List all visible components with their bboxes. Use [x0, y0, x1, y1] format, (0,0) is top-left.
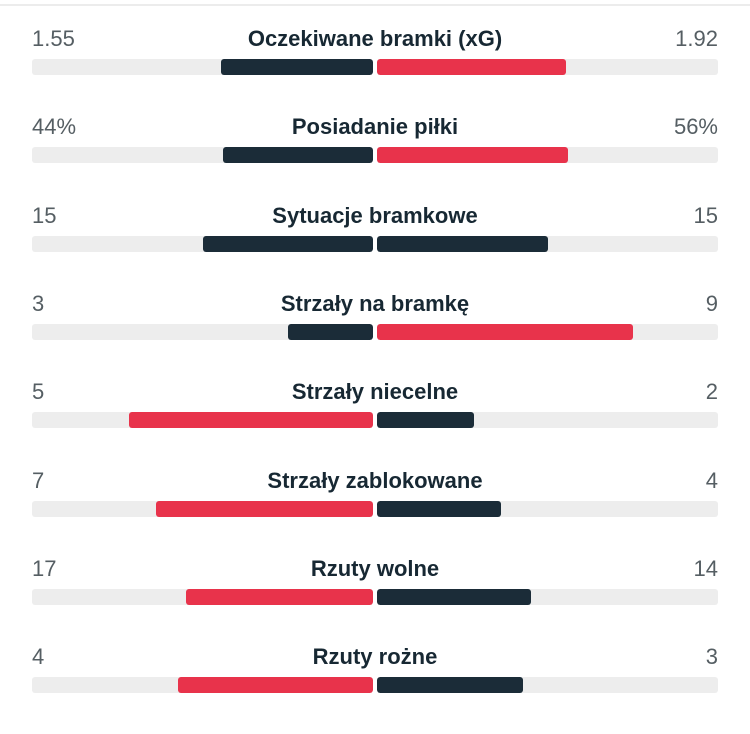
stat-label: Sytuacje bramkowe — [272, 202, 478, 228]
home-bar-track — [32, 677, 373, 694]
away-bar-fill — [377, 677, 524, 694]
away-bar-fill — [377, 59, 566, 75]
away-bar-fill — [377, 323, 633, 340]
away-bar-track — [377, 235, 718, 252]
stat-row: 5 Strzały niecelne 2 — [32, 379, 718, 439]
home-value: 7 — [32, 467, 45, 493]
stat-row: 4 Rzuty rożne 3 — [32, 644, 718, 704]
home-value: 1.55 — [32, 26, 75, 51]
home-bar-fill — [156, 500, 373, 517]
home-bar-fill — [287, 323, 373, 340]
away-bar-track — [377, 500, 718, 517]
stat-row: 17 Rzuty wolne 14 — [32, 556, 718, 616]
away-value: 56% — [673, 114, 718, 140]
home-value: 15 — [32, 202, 57, 228]
away-bar-fill — [377, 235, 548, 252]
home-bar-track — [32, 500, 373, 517]
away-value: 9 — [705, 290, 718, 316]
away-value: 2 — [705, 379, 718, 405]
home-bar-track — [32, 59, 373, 75]
home-bar-fill — [202, 235, 373, 252]
home-value: 44% — [32, 114, 77, 140]
away-bar-track — [377, 323, 718, 340]
home-value: 17 — [32, 555, 57, 581]
stat-row: 3 Strzały na bramkę 9 — [32, 291, 718, 351]
away-value: 15 — [693, 202, 718, 228]
home-bar-fill — [186, 588, 373, 605]
home-bar-fill — [220, 59, 373, 75]
top-divider — [0, 4, 750, 6]
away-value: 14 — [693, 555, 718, 581]
home-bar-track — [32, 147, 373, 164]
home-bar-track — [32, 235, 373, 252]
stat-label: Posiadanie piłki — [291, 114, 459, 140]
away-bar-track — [377, 588, 718, 605]
away-value: 4 — [705, 467, 718, 493]
home-bar-fill — [222, 147, 373, 164]
home-value: 5 — [32, 379, 45, 405]
stat-label: Oczekiwane bramki (xG) — [247, 26, 503, 51]
away-bar-track — [377, 59, 718, 75]
away-bar-fill — [377, 147, 568, 164]
away-value: 3 — [705, 644, 718, 670]
away-bar-fill — [377, 412, 475, 429]
home-value: 4 — [32, 644, 45, 670]
home-bar-track — [32, 412, 373, 429]
stat-row: 44% Posiadanie piłki 56% — [32, 114, 718, 174]
stat-label: Strzały na bramkę — [280, 290, 470, 316]
away-bar-track — [377, 677, 718, 694]
stat-label: Rzuty wolne — [310, 555, 440, 581]
away-bar-fill — [377, 588, 531, 605]
home-bar-track — [32, 323, 373, 340]
stat-label: Strzały zablokowane — [267, 467, 483, 493]
home-bar-fill — [178, 677, 373, 694]
away-bar-track — [377, 412, 718, 429]
home-bar-track — [32, 588, 373, 605]
home-value: 3 — [32, 290, 45, 316]
stat-row: 15 Sytuacje bramkowe 15 — [32, 203, 718, 263]
away-bar-track — [377, 147, 718, 164]
stat-label: Strzały niecelne — [291, 379, 459, 405]
away-value: 1.92 — [675, 26, 718, 51]
away-bar-fill — [377, 500, 501, 517]
stat-label: Rzuty rożne — [312, 644, 438, 670]
home-bar-fill — [129, 412, 373, 429]
stat-row: 7 Strzały zablokowane 4 — [32, 468, 718, 528]
stat-row: 1.55 Oczekiwane bramki (xG) 1.92 — [32, 26, 718, 86]
